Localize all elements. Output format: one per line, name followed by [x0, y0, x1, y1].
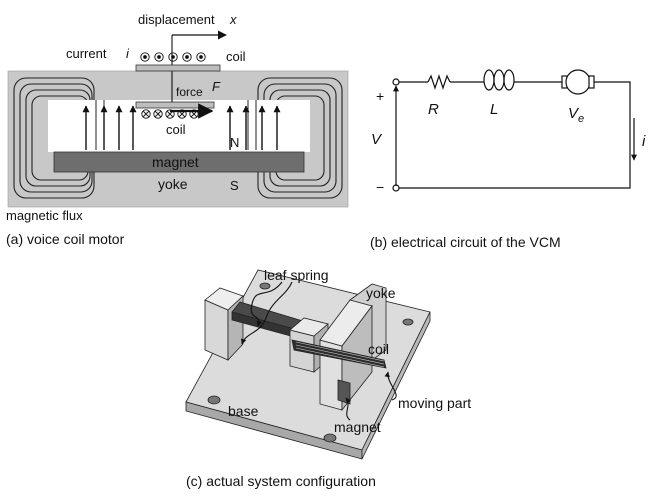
current-label-b: i [642, 133, 646, 150]
displacement-label: displacement [138, 12, 215, 27]
panel-c-system-configuration [185, 269, 431, 460]
moving-part-label: moving part [398, 395, 471, 411]
south-pole-label: S [230, 178, 239, 193]
back-emf-label: Ve [568, 105, 584, 125]
mounting-holes [207, 282, 414, 443]
yoke-label-a: yoke [158, 176, 188, 192]
inductor-label: L [490, 101, 498, 118]
panel-b-labels: + − V R L Ve i (b) electrical circuit of… [370, 88, 646, 250]
top-coil-dot-symbols [140, 52, 206, 62]
leaf-spring-pointer-2 [240, 281, 293, 345]
minus-label: − [376, 179, 384, 195]
caption-b: (b) electrical circuit of the VCM [370, 234, 561, 250]
magnet-label-c: magnet [334, 419, 381, 435]
leaf-spring-pointer [250, 281, 283, 327]
flux-arrows-right [226, 105, 281, 150]
magnet-label: magnet [152, 154, 199, 170]
flux-arrows-left [82, 105, 137, 150]
back-emf-subscript: e [578, 113, 584, 125]
caption-a: (a) voice coil motor [6, 231, 125, 247]
force-label: force [176, 85, 203, 99]
caption-c: (c) actual system configuration [186, 473, 376, 489]
moving-part-pointer [384, 371, 397, 401]
top-coil-label: coil [226, 49, 246, 64]
magnet-piece [337, 379, 351, 405]
resistor-label: R [428, 101, 439, 118]
back-emf-motor [561, 69, 595, 95]
plus-terminal [392, 78, 400, 86]
inductor [483, 69, 515, 91]
magnet-pointer [345, 397, 352, 421]
circuit-wire [396, 81, 631, 189]
top-coil-bar [135, 64, 221, 72]
magnetic-flux-label: magnetic flux [6, 208, 83, 223]
inner-coil-bar [135, 101, 215, 109]
voltage-label: V [371, 131, 383, 148]
inner-coil-label: coil [166, 122, 186, 137]
north-pole-label: N [230, 135, 239, 150]
base-plate-side [361, 311, 431, 460]
panel-a-voice-coil-motor: magnet yoke N S coil force F coil curren [6, 12, 349, 247]
panel-b-electrical-circuit [392, 69, 637, 192]
coil-wire-lines [295, 341, 385, 368]
panel-c-labels: leaf spring yoke coil base moving part m… [186, 267, 471, 489]
resistor [427, 74, 451, 90]
air-gap [48, 100, 310, 152]
base-label: base [228, 403, 259, 419]
current-var: i [126, 46, 130, 61]
current-label: current [66, 46, 107, 61]
displacement-var: x [229, 12, 237, 27]
plus-label: + [376, 88, 384, 104]
yoke-label-c: yoke [366, 285, 396, 301]
left-clamp-front [204, 299, 229, 361]
magnet-block [53, 151, 305, 173]
force-var: F [212, 79, 221, 94]
coil-label-c: coil [368, 341, 389, 357]
leaf-spring-label: leaf spring [264, 267, 329, 283]
